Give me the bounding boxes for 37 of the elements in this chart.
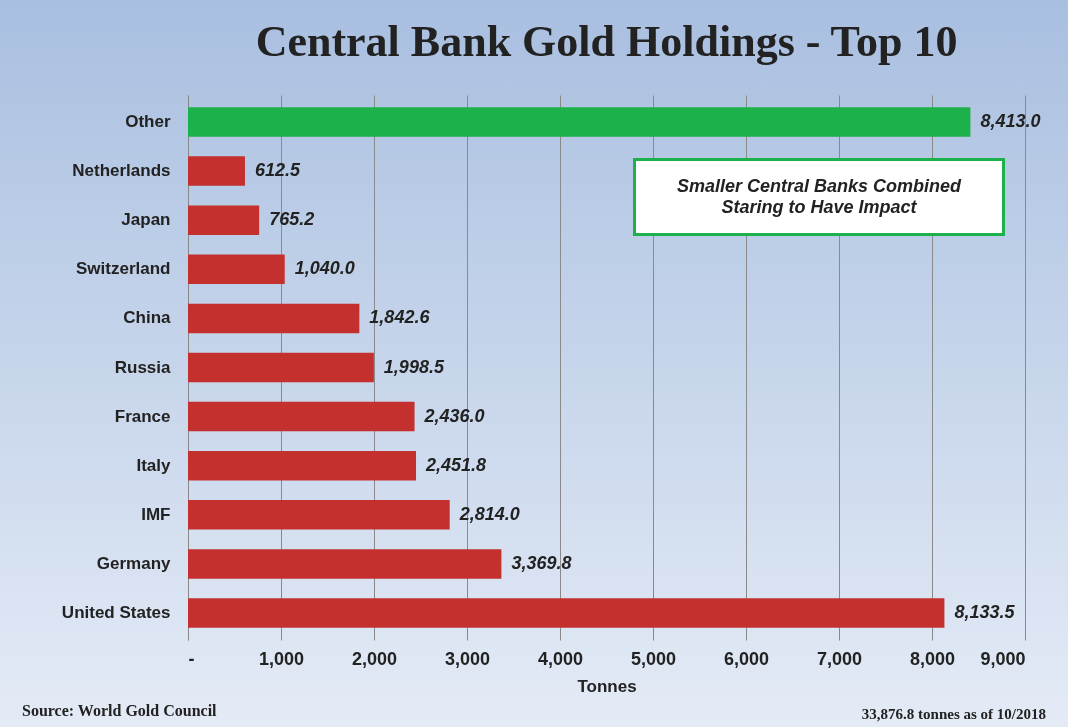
- y-tick-label: Netherlands: [72, 161, 171, 181]
- y-tick-label: Russia: [114, 357, 172, 377]
- text: 33,876.8 tonnes as of 10/2018: [861, 706, 1046, 723]
- y-tick-label: IMF: [141, 504, 171, 524]
- x-tick-label: 1,000: [258, 648, 305, 669]
- x-tick-label: -: [188, 648, 195, 669]
- x-tick-label: 8,000: [909, 648, 956, 669]
- x-tick-label: 3,000: [444, 648, 491, 669]
- x-tick-label: 2,000: [351, 648, 398, 669]
- y-tick-label: Other: [125, 112, 171, 131]
- y-tick-label: Italy: [136, 455, 172, 475]
- x-tick-label: 5,000: [630, 648, 677, 669]
- source-note: Source: World Gold Council: [22, 702, 217, 720]
- data-label: 2,451.8: [425, 454, 487, 475]
- data-label: 1,842.6: [369, 307, 431, 328]
- x-tick-label: 9,000: [980, 648, 1026, 669]
- data-label: 2,436.0: [423, 405, 485, 426]
- data-label: 8,413.0: [980, 111, 1041, 131]
- data-label: 612.5: [254, 160, 301, 181]
- x-axis-title: Tonnes: [577, 676, 637, 696]
- y-tick-label: Switzerland: [76, 259, 171, 279]
- y-tick-label: France: [114, 406, 171, 426]
- data-label: 3,369.8: [511, 552, 572, 573]
- y-tick-label: Japan: [121, 210, 171, 230]
- x-tick-label: 4,000: [537, 648, 584, 669]
- x-tick-label: 6,000: [723, 648, 770, 669]
- data-label: 765.2: [269, 209, 315, 230]
- data-label: 1,040.0: [294, 258, 355, 279]
- y-tick-label: China: [123, 308, 172, 328]
- y-tick-label: United States: [61, 603, 171, 622]
- chart-title: Central Bank Gold Holdings - Top 10: [255, 17, 958, 66]
- data-label: 1,998.5: [383, 356, 445, 377]
- x-tick-label: 7,000: [816, 648, 863, 669]
- data-label: 8,133.5: [954, 602, 1016, 622]
- y-tick-label: Germany: [96, 553, 172, 573]
- callout-box: Smaller Central Banks Combined Staring to Have Impact: [633, 158, 1005, 236]
- data-label: 2,814.0: [458, 503, 520, 524]
